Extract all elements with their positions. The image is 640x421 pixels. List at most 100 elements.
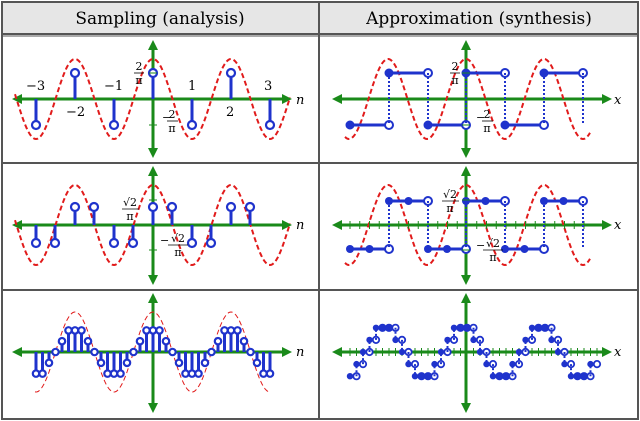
sample-stem-head	[69, 67, 81, 79]
svg-text:√2: √2	[171, 232, 185, 245]
svg-text:2: 2	[169, 108, 176, 121]
sample-stem-head	[38, 369, 47, 378]
sample-stem-head	[225, 67, 237, 79]
step-start-dot	[379, 324, 386, 331]
step-start-dot	[424, 373, 432, 380]
x-axis-arrow-left	[332, 347, 342, 357]
step-start-dot	[587, 360, 594, 368]
step-start-dot	[501, 245, 509, 253]
step-end-dot	[410, 359, 420, 369]
step-start-dot	[424, 245, 432, 253]
step-start-dot	[346, 373, 354, 380]
step-start-dot	[444, 336, 451, 344]
sample-stem-head	[225, 201, 237, 213]
step-end-dot	[592, 359, 602, 369]
header-approximation: Approximation (synthesis)	[365, 9, 592, 29]
svg-text:√2: √2	[486, 237, 500, 250]
step-mid-dot	[481, 197, 490, 205]
sample-stem-head	[265, 369, 275, 378]
axis-label-x-row3: x	[614, 345, 622, 360]
x-axis-arrow-left	[12, 347, 22, 357]
sample-stem-head	[69, 201, 81, 213]
axis-label-n-row2: n	[296, 218, 304, 233]
sample-stem-head	[205, 237, 217, 249]
step-start-dot	[366, 336, 373, 344]
sample-stem-head	[57, 336, 67, 346]
sample-stem-head	[186, 237, 198, 249]
sample-stem-head	[168, 347, 177, 357]
step-start-dot	[418, 373, 425, 380]
frac-neg-row2-right: − √2 π	[476, 237, 503, 264]
panel-sampling-row3	[12, 293, 292, 413]
sample-stem-head	[213, 336, 223, 346]
svg-text:2: 2	[136, 60, 143, 73]
panel-sampling-row1	[12, 40, 292, 158]
svg-text:π: π	[489, 251, 496, 264]
y-axis-arrow-down	[461, 275, 471, 285]
step-end-dot	[475, 335, 485, 344]
sample-stem-head	[122, 358, 132, 368]
n-label-minus2: −2	[66, 105, 85, 120]
sample-stem-head	[252, 358, 262, 368]
step-start-dot	[496, 373, 503, 380]
svg-text:−: −	[162, 111, 171, 124]
frac-pos-row2-right: √2 π	[442, 188, 459, 215]
step-start-dot	[500, 120, 510, 130]
sample-stem-head	[166, 201, 178, 213]
step-end-dot	[553, 335, 563, 344]
frac-neg-row1-left: − 2 π	[162, 108, 178, 135]
step-mid-dot	[559, 197, 568, 205]
sample-stem-head	[246, 347, 255, 357]
y-axis-arrow-up	[461, 166, 471, 176]
sample-stem-head	[127, 237, 139, 249]
step-mid-dot	[404, 197, 413, 205]
header-right-bg	[320, 2, 638, 34]
n-label-1: 1	[188, 79, 196, 94]
sinusoid-curve	[34, 311, 271, 393]
y-axis-arrow-up	[461, 40, 471, 50]
n-label-minus3: −3	[26, 79, 45, 94]
y-axis-arrow-down	[148, 403, 158, 413]
step-mid-dot	[443, 245, 451, 253]
sample-stem-head	[207, 347, 216, 357]
svg-text:2: 2	[484, 108, 491, 121]
step-start-dot	[539, 68, 549, 78]
x-axis-arrow-right	[602, 220, 612, 230]
sample-stem-head	[77, 326, 86, 335]
step-start-dot	[462, 197, 470, 205]
step-start-dot	[580, 373, 588, 380]
panel-approx-row3	[332, 293, 612, 413]
step-start-dot	[345, 120, 355, 130]
sinusoid-curve	[14, 183, 291, 267]
svg-text:√2: √2	[123, 196, 137, 209]
svg-text:π: π	[168, 122, 175, 135]
panel-approx-row2	[332, 166, 612, 285]
sample-stem-head	[129, 347, 138, 357]
sample-stem-head	[116, 369, 125, 378]
y-axis-arrow-down	[148, 275, 158, 285]
y-axis-arrow-down	[461, 403, 471, 413]
svg-text:π: π	[451, 74, 458, 87]
y-axis-arrow-up	[461, 293, 471, 303]
sample-stem-head	[30, 237, 42, 249]
sample-stem-head	[264, 119, 276, 131]
frac-neg-row1-right: − 2 π	[476, 108, 493, 135]
step-start-dot	[431, 360, 438, 368]
svg-text:π: π	[135, 74, 142, 87]
panel-sampling-row2	[12, 166, 292, 285]
step-start-dot	[535, 324, 542, 331]
step-start-dot	[346, 245, 354, 253]
axis-label-n-row1: n	[296, 93, 304, 108]
step-start-dot	[540, 197, 548, 205]
step-end-dot	[397, 335, 407, 344]
axis-label-x-row2: x	[614, 218, 622, 233]
sample-stem-head	[51, 347, 60, 357]
step-start-dot	[522, 336, 529, 344]
frac-pos-row2-left: √2 π	[122, 196, 139, 223]
step-start-dot	[384, 68, 394, 78]
step-end-dot	[488, 359, 498, 369]
sample-stem-head	[194, 369, 203, 378]
step-mid-dot	[520, 245, 529, 253]
